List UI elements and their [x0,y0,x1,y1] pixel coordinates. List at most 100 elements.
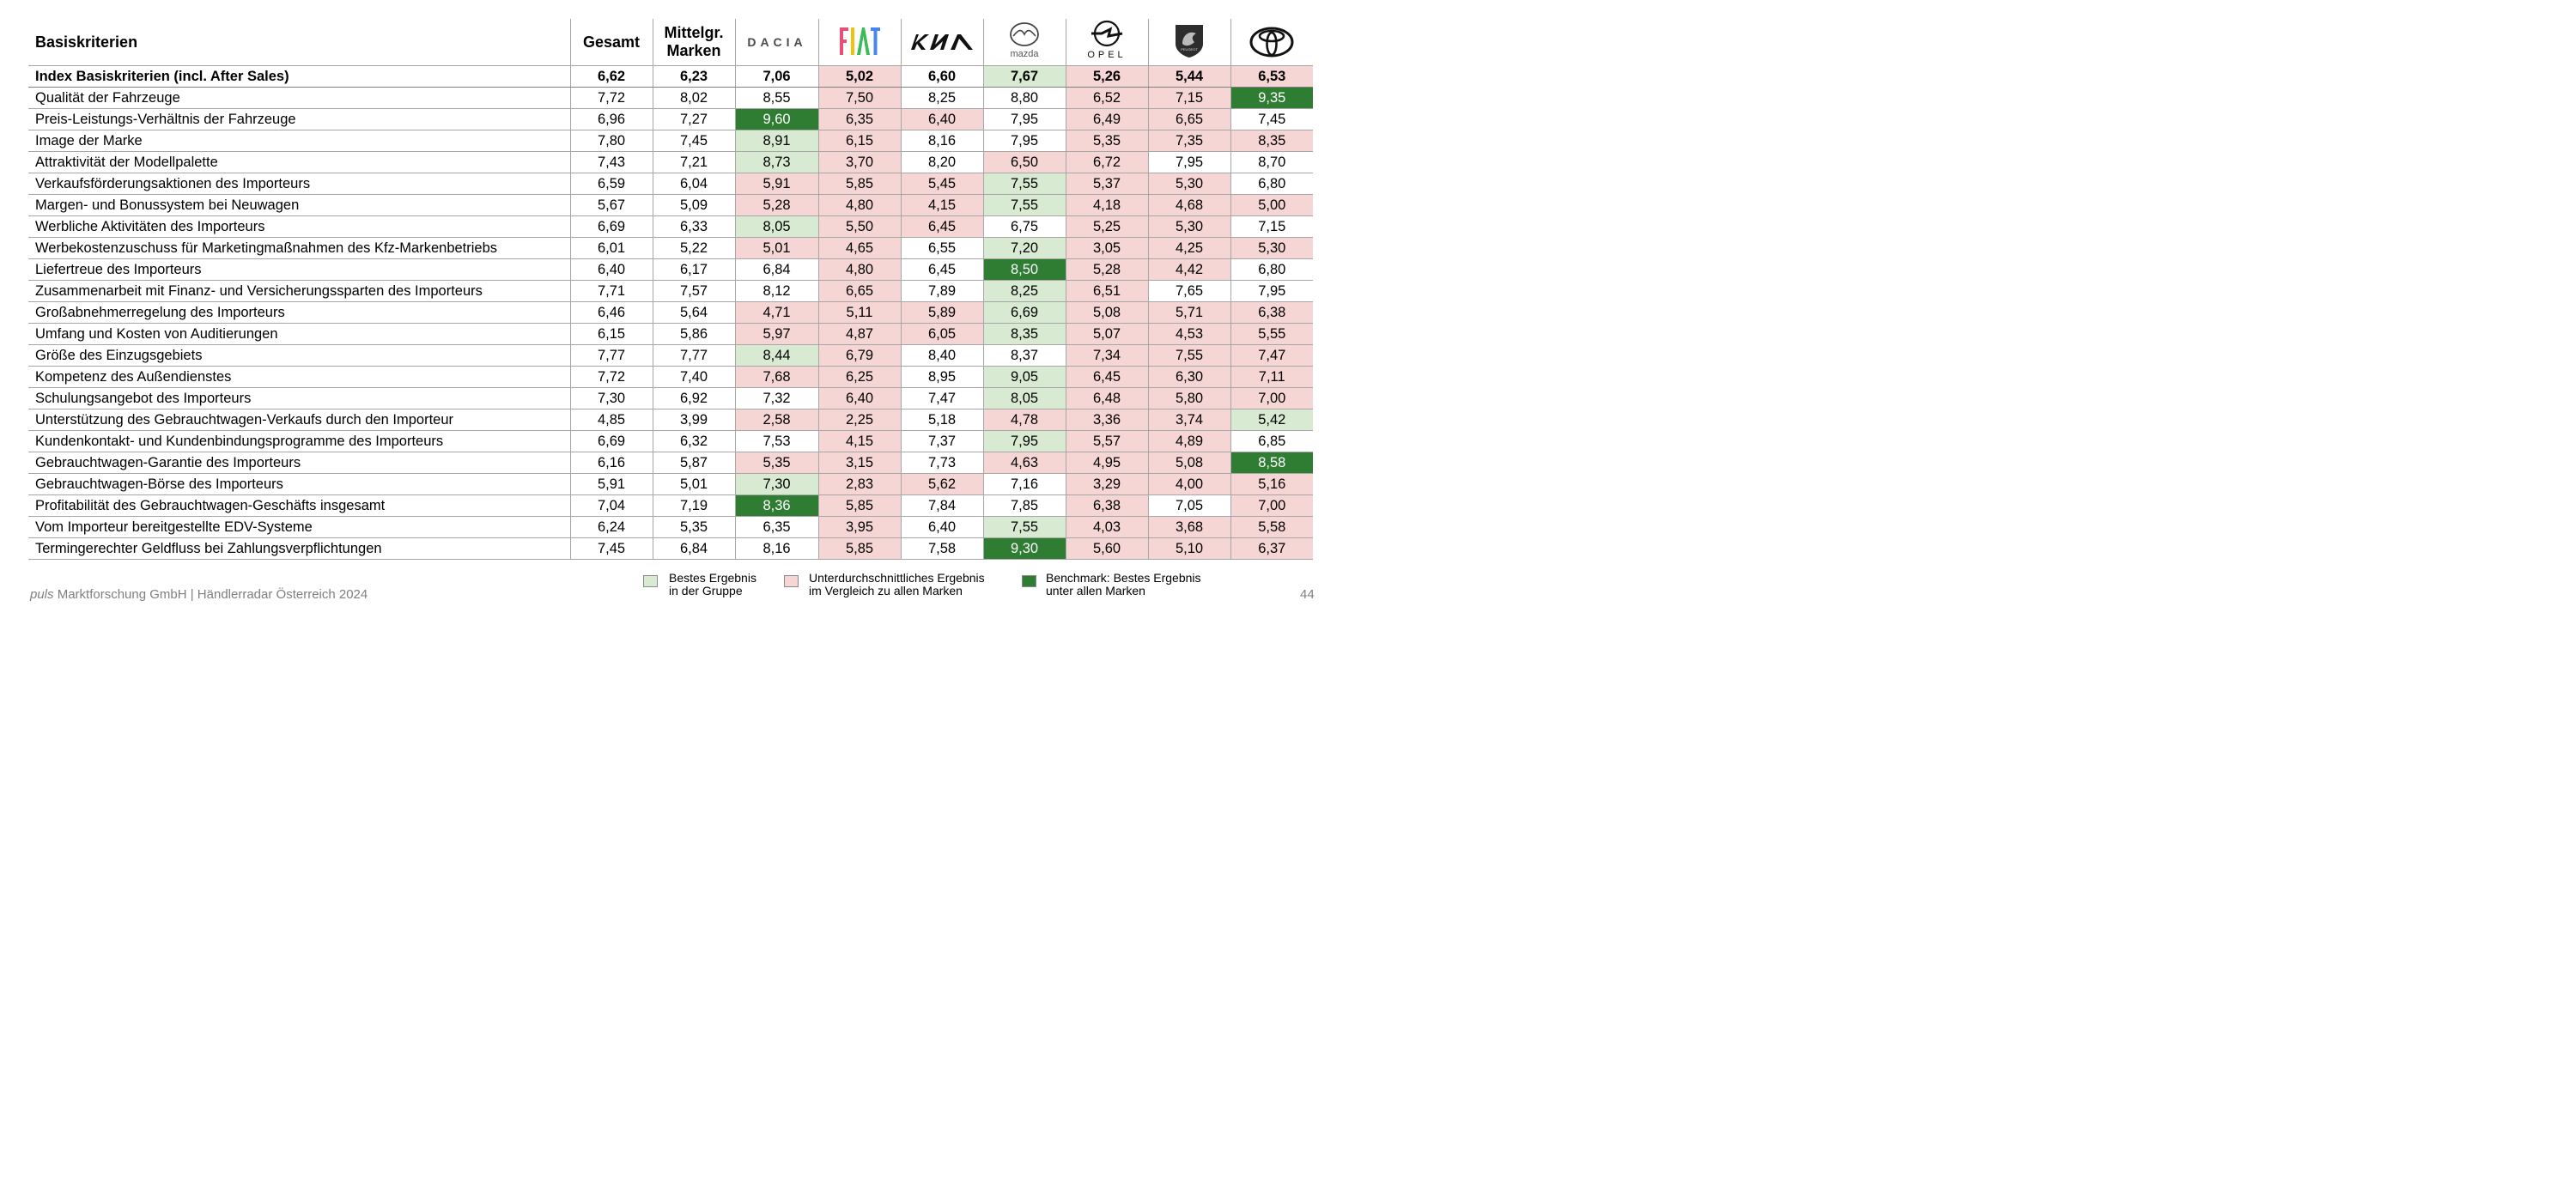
value-cell: 7,45 [569,537,653,560]
value-cell: 5,02 [817,65,901,88]
value-cell: 8,25 [982,280,1066,302]
value-cell: 6,40 [900,108,983,130]
value-cell: 5,08 [1065,301,1148,324]
value-cell: 4,63 [982,452,1066,474]
value-cell: 3,36 [1065,409,1148,431]
value-cell: 7,95 [982,108,1066,130]
value-cell: 5,58 [1230,516,1313,538]
value-cell: 9,30 [982,537,1066,560]
row-label: Schulungsangebot des Importeurs [28,387,570,409]
fiat-logo-icon [821,21,898,62]
value-cell: 6,92 [652,387,735,409]
legend-green-line1: Bestes Ergebnis [669,571,756,585]
value-cell: 5,85 [817,537,901,560]
table-row: Zusammenarbeit mit Finanz- und Versicher… [28,280,1313,302]
value-cell: 6,60 [900,65,983,88]
value-cell: 6,62 [569,65,653,88]
header-mazda: mazda [982,19,1066,66]
value-cell: 9,35 [1230,87,1313,109]
value-cell: 6,37 [1230,537,1313,560]
value-cell: 5,60 [1065,537,1148,560]
opel-logo-text: OPEL [1087,50,1126,60]
value-cell: 4,85 [569,409,653,431]
footer-company-rest: Marktforschung GmbH | Händlerradar Öster… [53,587,368,602]
table-row: Größe des Einzugsgebiets 7,77 7,77 8,44 6,79… [28,344,1313,367]
value-cell: 4,80 [817,194,901,216]
value-cell: 7,72 [569,366,653,388]
value-cell: 7,55 [982,173,1066,195]
header-row: Basiskriterien Gesamt Mittelgr. Marken D… [28,19,1313,66]
value-cell: 6,52 [1065,87,1148,109]
value-cell: 6,65 [1147,108,1230,130]
legend-green-line2: in der Gruppe [669,584,743,598]
value-cell: 6,80 [1230,173,1313,195]
value-cell: 6,16 [569,452,653,474]
value-cell: 7,73 [900,452,983,474]
value-cell: 3,29 [1065,473,1148,495]
value-cell: 5,71 [1147,301,1230,324]
value-cell: 5,09 [652,194,735,216]
table-row: Preis-Leistungs-Verhältnis der Fahrzeuge… [28,108,1313,130]
value-cell: 5,91 [569,473,653,495]
value-cell: 6,35 [734,516,818,538]
row-label: Gebrauchtwagen-Garantie des Importeurs [28,452,570,474]
value-cell: 8,02 [652,87,735,109]
row-label: Termingerechter Geldfluss bei Zahlungsve… [28,537,570,560]
row-label: Werbekostenzuschuss für Marketingmaßnahm… [28,237,570,259]
value-cell: 9,60 [734,108,818,130]
value-cell: 8,20 [900,151,983,173]
value-cell: 7,30 [734,473,818,495]
value-cell: 7,85 [982,494,1066,517]
table-row: Gebrauchtwagen-Garantie des Importeurs 6,… [28,452,1313,474]
header-label: Basiskriterien [28,19,570,66]
value-cell: 6,30 [1147,366,1230,388]
value-cell: 5,01 [734,237,818,259]
value-cell: 7,72 [569,87,653,109]
value-cell: 5,30 [1147,215,1230,238]
header-dacia: DACIA [734,19,818,66]
value-cell: 6,23 [652,65,735,88]
value-cell: 7,45 [1230,108,1313,130]
value-cell: 6,96 [569,108,653,130]
value-cell: 7,89 [900,280,983,302]
value-cell: 6,40 [569,258,653,281]
value-cell: 5,10 [1147,537,1230,560]
value-cell: 3,74 [1147,409,1230,431]
value-cell: 4,71 [734,301,818,324]
value-cell: 4,03 [1065,516,1148,538]
peugeot-logo-icon: PEUGEOT [1151,20,1228,61]
value-cell: 6,59 [569,173,653,195]
row-label: Image der Marke [28,130,570,152]
value-cell: 8,40 [900,344,983,367]
mazda-logo-icon: mazda [986,19,1063,60]
criteria-table: Basiskriterien Gesamt Mittelgr. Marken D… [28,19,1313,560]
header-mittel-line2: Marken [666,42,721,59]
row-label: Vom Importeur bereitgestellte EDV-System… [28,516,570,538]
value-cell: 4,78 [982,409,1066,431]
value-cell: 7,65 [1147,280,1230,302]
row-label: Gebrauchtwagen-Börse des Importeurs [28,473,570,495]
legend-swatch-red [784,575,799,587]
value-cell: 6,04 [652,173,735,195]
value-cell: 6,38 [1065,494,1148,517]
value-cell: 3,68 [1147,516,1230,538]
value-cell: 6,79 [817,344,901,367]
value-cell: 7,95 [1230,280,1313,302]
value-cell: 8,35 [982,323,1066,345]
table-row: Großabnehmerregelung des Importeurs 6,46 5… [28,301,1313,324]
value-cell: 5,18 [900,409,983,431]
value-cell: 8,91 [734,130,818,152]
value-cell: 6,45 [900,215,983,238]
row-label: Profitabilität des Gebrauchtwagen-Geschä… [28,494,570,517]
value-cell: 5,16 [1230,473,1313,495]
value-cell: 3,95 [817,516,901,538]
value-cell: 7,57 [652,280,735,302]
dacia-logo-icon: DACIA [738,21,816,63]
value-cell: 6,45 [900,258,983,281]
row-label: Unterstützung des Gebrauchtwagen-Verkauf… [28,409,570,431]
value-cell: 6,49 [1065,108,1148,130]
value-cell: 8,36 [734,494,818,517]
value-cell: 7,95 [1147,151,1230,173]
value-cell: 7,55 [1147,344,1230,367]
value-cell: 6,69 [569,215,653,238]
